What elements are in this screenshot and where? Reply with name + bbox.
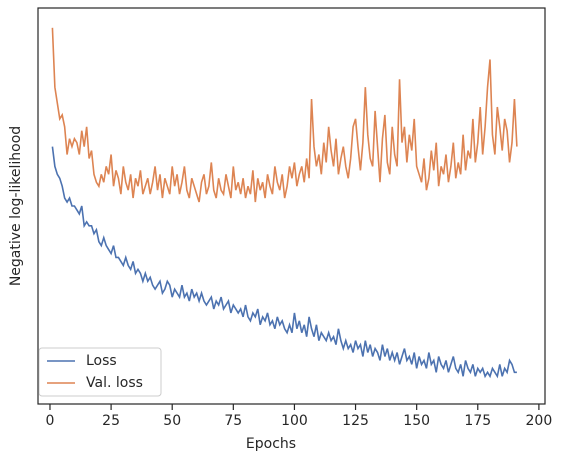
- x-tick-label: 125: [342, 413, 369, 429]
- x-tick-label: 100: [281, 413, 308, 429]
- x-tick-label: 25: [102, 413, 120, 429]
- line: [51, 146, 517, 379]
- legend-box: [38, 347, 162, 397]
- x-tick-label: 175: [464, 413, 491, 429]
- legend-label: Loss: [86, 353, 117, 369]
- x-tick-label: 75: [224, 413, 242, 429]
- line: [51, 27, 518, 203]
- x-tick-label: 150: [403, 413, 430, 429]
- legend-label: Val. loss: [86, 375, 143, 391]
- plot-frame: [37, 7, 546, 405]
- x-axis-label: Epochs: [246, 436, 296, 452]
- x-tick-label: 50: [163, 413, 181, 429]
- y-axis-label: Negative log-likelihood: [8, 126, 24, 286]
- x-tick-label: 200: [526, 413, 553, 429]
- x-tick-label: 0: [46, 413, 55, 429]
